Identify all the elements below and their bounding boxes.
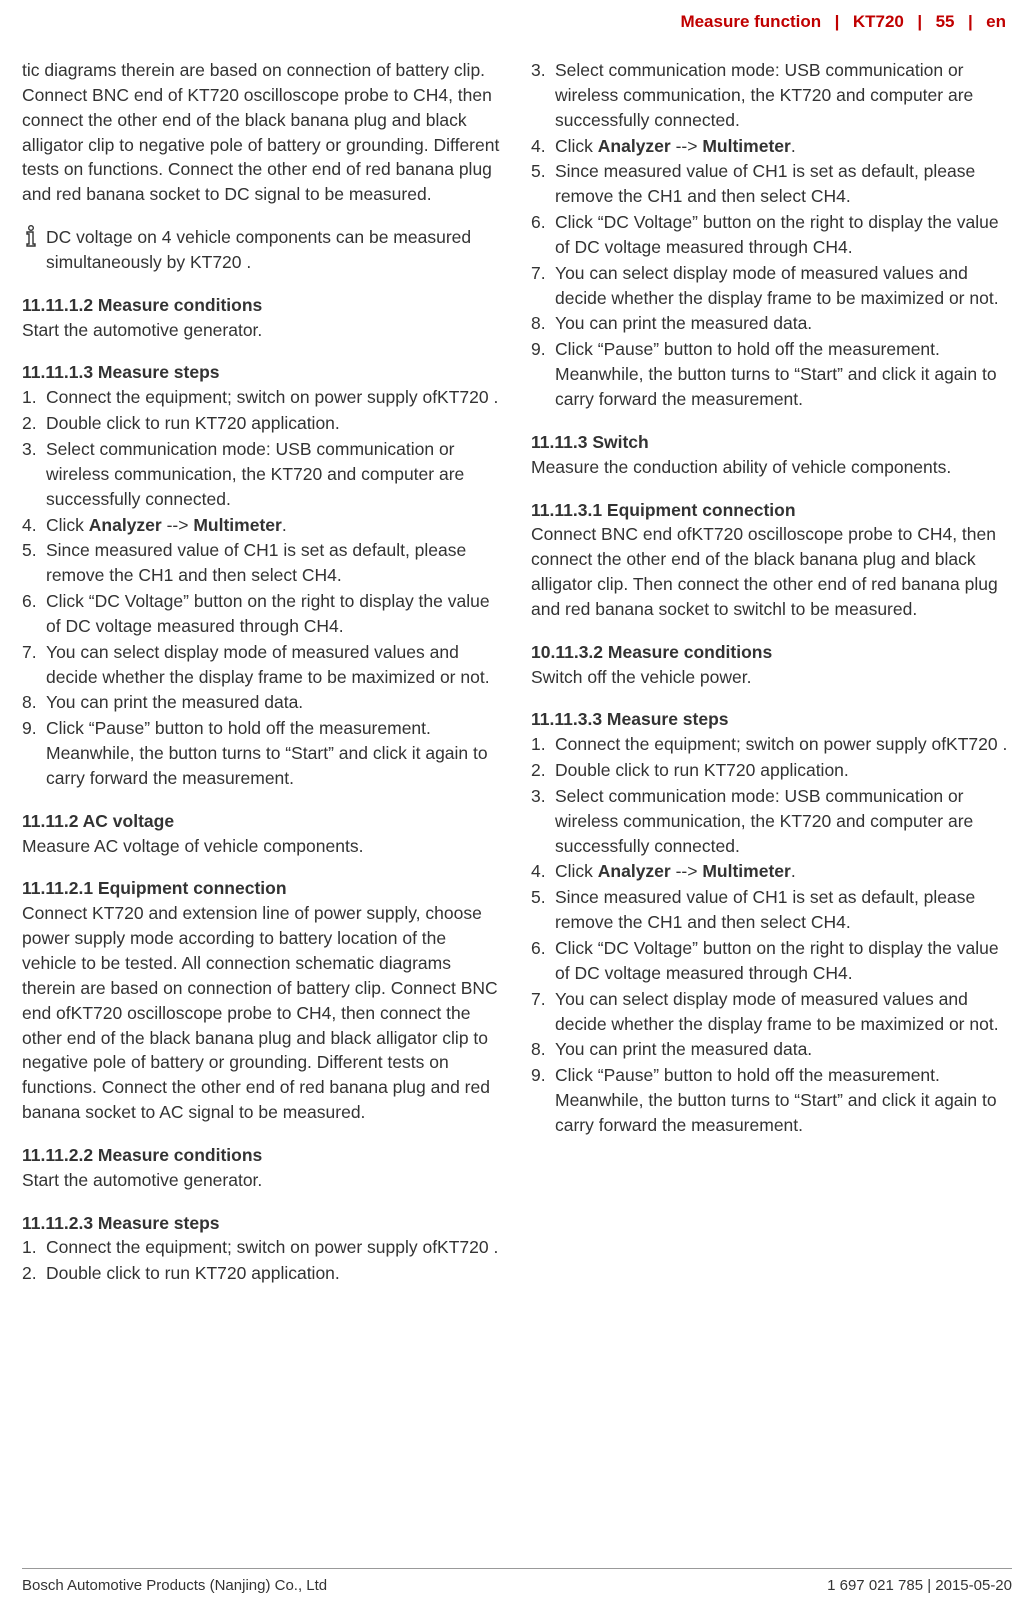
left-column: tic diagrams therein are based on connec… bbox=[22, 58, 503, 1304]
section-measure-steps: 11.11.1.3 Measure steps Connect the equi… bbox=[22, 360, 503, 790]
section-heading: 11.11.2.1 Equipment connection bbox=[22, 876, 503, 901]
header-sep: | bbox=[830, 12, 844, 31]
step-item: Connect the equipment; switch on power s… bbox=[22, 1235, 503, 1260]
text: --> bbox=[162, 515, 194, 535]
step-item: Click Analyzer --> Multimeter. bbox=[531, 859, 1012, 884]
analyzer-bold: Analyzer bbox=[89, 515, 162, 535]
step-item: You can select display mode of measured … bbox=[531, 987, 1012, 1037]
right-column: Select communication mode: USB communica… bbox=[531, 58, 1012, 1304]
text: --> bbox=[671, 136, 703, 156]
step-item: Double click to run KT720 application. bbox=[22, 1261, 503, 1286]
section-body: Start the automotive generator. bbox=[22, 318, 503, 343]
section-heading: 11.11.3.1 Equipment connection bbox=[531, 498, 1012, 523]
section-measure-conditions: 11.11.1.2 Measure conditions Start the a… bbox=[22, 293, 503, 343]
content-area: tic diagrams therein are based on connec… bbox=[0, 42, 1034, 1304]
step-item: Click “DC Voltage” button on the right t… bbox=[531, 936, 1012, 986]
step-item: Click Analyzer --> Multimeter. bbox=[531, 134, 1012, 159]
header-page: 55 bbox=[936, 12, 955, 31]
section-heading: 11.11.1.3 Measure steps bbox=[22, 360, 503, 385]
page-footer: Bosch Automotive Products (Nanjing) Co.,… bbox=[22, 1568, 1012, 1594]
section-switch: 11.11.3 Switch Measure the conduction ab… bbox=[531, 430, 1012, 480]
footer-company: Bosch Automotive Products (Nanjing) Co.,… bbox=[22, 1577, 327, 1594]
step-item: Select communication mode: USB communica… bbox=[531, 784, 1012, 859]
step-item: Click “DC Voltage” button on the right t… bbox=[22, 589, 503, 639]
step-item: Select communication mode: USB communica… bbox=[531, 58, 1012, 133]
steps-list: Connect the equipment; switch on power s… bbox=[531, 732, 1012, 1138]
text: . bbox=[791, 861, 796, 881]
section-body: Connect BNC end ofKT720 oscilloscope pro… bbox=[531, 522, 1012, 621]
section-equipment-connection-3: 11.11.3.1 Equipment connection Connect B… bbox=[531, 498, 1012, 622]
section-heading: 11.11.1.2 Measure conditions bbox=[22, 293, 503, 318]
step-item: Click “Pause” button to hold off the mea… bbox=[531, 337, 1012, 412]
step-item: Connect the equipment; switch on power s… bbox=[22, 385, 503, 410]
section-measure-conditions-2: 11.11.2.2 Measure conditions Start the a… bbox=[22, 1143, 503, 1193]
analyzer-bold: Analyzer bbox=[598, 136, 671, 156]
section-body: Measure AC voltage of vehicle components… bbox=[22, 834, 503, 859]
step-item: Click “Pause” button to hold off the mea… bbox=[22, 716, 503, 791]
text: Click bbox=[46, 515, 89, 535]
info-block: DC voltage on 4 vehicle components can b… bbox=[22, 225, 503, 275]
step-item: Connect the equipment; switch on power s… bbox=[531, 732, 1012, 757]
step-item: Double click to run KT720 application. bbox=[22, 411, 503, 436]
section-measure-steps-2: 11.11.2.3 Measure steps Connect the equi… bbox=[22, 1211, 503, 1287]
section-heading: 10.11.3.2 Measure conditions bbox=[531, 640, 1012, 665]
section-body: Start the automotive generator. bbox=[22, 1168, 503, 1193]
step-item: You can print the measured data. bbox=[531, 311, 1012, 336]
steps-list: Connect the equipment; switch on power s… bbox=[22, 1235, 503, 1286]
section-ac-voltage: 11.11.2 AC voltage Measure AC voltage of… bbox=[22, 809, 503, 859]
analyzer-bold: Analyzer bbox=[598, 861, 671, 881]
step-item: Double click to run KT720 application. bbox=[531, 758, 1012, 783]
section-body: Measure the conduction ability of vehicl… bbox=[531, 455, 1012, 480]
header-sep: | bbox=[913, 12, 927, 31]
steps-list: Select communication mode: USB communica… bbox=[531, 58, 1012, 412]
step-item: You can select display mode of measured … bbox=[531, 261, 1012, 311]
step-item: Click Analyzer --> Multimeter. bbox=[22, 513, 503, 538]
multimeter-bold: Multimeter bbox=[702, 136, 790, 156]
step-item: Click “DC Voltage” button on the right t… bbox=[531, 210, 1012, 260]
text: Click bbox=[555, 136, 598, 156]
step-item: Since measured value of CH1 is set as de… bbox=[531, 885, 1012, 935]
text: --> bbox=[671, 861, 703, 881]
section-heading: 11.11.2.3 Measure steps bbox=[22, 1211, 503, 1236]
section-body: Connect KT720 and extension line of powe… bbox=[22, 901, 503, 1125]
info-icon bbox=[22, 225, 40, 254]
text: Click bbox=[555, 861, 598, 881]
step-item: Since measured value of CH1 is set as de… bbox=[22, 538, 503, 588]
section-heading: 11.11.2.2 Measure conditions bbox=[22, 1143, 503, 1168]
header-lang: en bbox=[986, 12, 1006, 31]
section-measure-steps-3: 11.11.3.3 Measure steps Connect the equi… bbox=[531, 707, 1012, 1137]
multimeter-bold: Multimeter bbox=[193, 515, 281, 535]
section-measure-conditions-3: 10.11.3.2 Measure conditions Switch off … bbox=[531, 640, 1012, 690]
section-heading: 11.11.3.3 Measure steps bbox=[531, 707, 1012, 732]
step-item: Select communication mode: USB communica… bbox=[22, 437, 503, 512]
step-item: You can print the measured data. bbox=[22, 690, 503, 715]
steps-list: Connect the equipment; switch on power s… bbox=[22, 385, 503, 791]
section-body: Switch off the vehicle power. bbox=[531, 665, 1012, 690]
text: . bbox=[282, 515, 287, 535]
header-sep: | bbox=[963, 12, 977, 31]
section-steps-continued: Select communication mode: USB communica… bbox=[531, 58, 1012, 412]
section-heading: 11.11.2 AC voltage bbox=[22, 809, 503, 834]
header-model: KT720 bbox=[853, 12, 904, 31]
header-section: Measure function bbox=[680, 12, 821, 31]
multimeter-bold: Multimeter bbox=[702, 861, 790, 881]
footer-docnum: 1 697 021 785 | 2015-05-20 bbox=[827, 1577, 1012, 1594]
intro-para: tic diagrams therein are based on connec… bbox=[22, 58, 503, 207]
step-item: Click “Pause” button to hold off the mea… bbox=[531, 1063, 1012, 1138]
section-heading: 11.11.3 Switch bbox=[531, 430, 1012, 455]
info-text: DC voltage on 4 vehicle components can b… bbox=[46, 225, 503, 275]
page-header: Measure function | KT720 | 55 | en bbox=[0, 0, 1034, 42]
section-equipment-connection: 11.11.2.1 Equipment connection Connect K… bbox=[22, 876, 503, 1124]
step-item: You can print the measured data. bbox=[531, 1037, 1012, 1062]
text: . bbox=[791, 136, 796, 156]
step-item: Since measured value of CH1 is set as de… bbox=[531, 159, 1012, 209]
step-item: You can select display mode of measured … bbox=[22, 640, 503, 690]
